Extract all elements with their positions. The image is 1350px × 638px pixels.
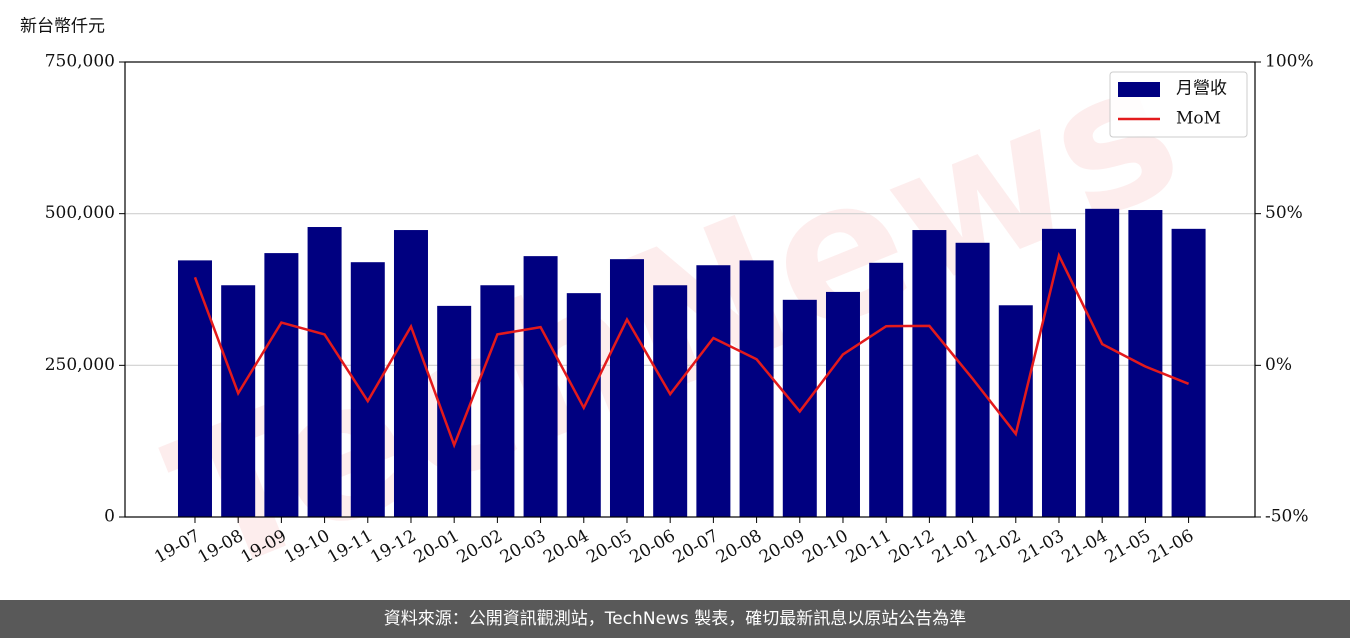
x-tick-label: 20-11 [842,526,894,568]
legend-swatch [1118,82,1160,97]
y-tick-label: 250,000 [45,355,115,375]
source-note: 資料來源：公開資訊觀測站，TechNews 製表，確切最新訊息以原站公告為準 [0,600,1350,638]
x-tick-label: 20-05 [583,526,635,568]
x-tick-label: 19-07 [151,526,203,568]
x-tick-label: 20-12 [886,526,938,568]
bar [1041,228,1076,518]
bar [221,285,256,517]
x-tick-label: 20-06 [626,526,678,568]
x-tick-label: 20-02 [454,526,506,568]
bar [739,260,774,517]
y2-tick-label: 0% [1265,355,1292,375]
bar [393,230,428,517]
x-tick-label: 21-05 [1102,526,1154,568]
x-tick-label: 21-02 [972,526,1024,568]
bar [1171,228,1206,518]
x-tick-label: 20-04 [540,526,592,568]
legend-label: 月營收 [1176,79,1227,99]
x-tick-label: 21-04 [1058,526,1110,568]
x-tick-label: 20-08 [713,526,765,568]
y-axis-label: 新台幣仟元 [20,17,105,37]
bar [1085,208,1120,517]
x-tick-label: 20-09 [756,526,808,568]
x-tick-label: 21-01 [929,526,981,568]
line [193,251,1190,449]
y-tick-label: 500,000 [45,203,115,223]
bar [480,285,515,517]
bar [653,285,688,517]
y-tick-label: 750,000 [45,52,115,72]
bar [825,291,860,517]
chart: 新台幣仟元 TechNews 0250,000500,000750,000-50… [20,17,1314,619]
x-tick-label: 20-03 [497,526,549,568]
bar [912,230,947,517]
bar [177,260,212,517]
bar [350,262,385,517]
y2-tick-label: -50% [1265,507,1309,527]
y2-tick-label: 100% [1265,52,1314,72]
plot-frame [124,61,1256,518]
bar [782,299,817,517]
legend-label: MoM [1176,109,1221,129]
bar [264,253,299,517]
x-tick-label: 21-03 [1015,526,1067,568]
bar [696,265,731,517]
bar [1128,210,1163,517]
y2-tick-label: 50% [1265,203,1303,223]
bar [523,256,558,517]
bar [998,305,1033,517]
x-tick-label: 21-06 [1145,526,1197,568]
x-tick-label: 20-07 [670,526,722,568]
x-tick-label: 20-10 [799,526,851,568]
bar [609,259,644,517]
bar [307,227,342,517]
y-tick-label: 0 [104,507,115,527]
bar [869,262,904,517]
